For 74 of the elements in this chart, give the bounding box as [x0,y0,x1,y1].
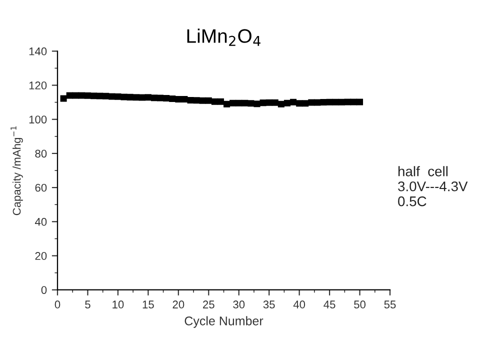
point [193,97,200,104]
point [296,100,303,107]
point [260,100,266,106]
point [78,92,85,99]
y-tick-label: 60 [35,184,47,192]
point [284,100,290,106]
x-tick-label: 15 [142,300,154,308]
point [290,98,297,106]
x-tick-label: 45 [324,300,336,308]
point [272,99,278,106]
point [96,92,104,100]
point [126,94,134,100]
x-tick-label: 50 [354,300,366,308]
point [157,94,164,102]
point [199,97,206,104]
x-axis-title: Cycle Number [184,316,264,328]
point [90,92,98,100]
y-tick-label: 120 [29,82,47,90]
point [72,92,79,99]
point [344,98,351,106]
point [302,100,309,107]
y-tick-label: 40 [34,218,47,226]
point [314,99,321,106]
point [114,93,122,100]
point [120,94,128,100]
point [84,92,91,99]
text: half cell 3.0V---4.3V 0.5C [398,166,468,206]
x-tick-label: 40 [293,300,306,308]
point [150,94,158,102]
point [224,100,230,108]
point [248,100,254,107]
point [169,95,176,102]
point [338,98,345,106]
point [181,96,188,102]
point [66,92,73,99]
point [175,96,182,102]
y-tick-label: 100 [29,116,47,124]
point [108,93,116,100]
point [320,99,327,106]
x-tick-label: 20 [172,300,184,308]
point [278,100,284,108]
x-tick-label: 0 [54,300,60,308]
point [217,98,224,105]
point [138,94,146,101]
point [230,100,236,106]
point [163,94,170,102]
point [254,100,260,108]
point [132,94,140,101]
x-tick-label: 10 [112,300,124,308]
point [332,98,339,106]
point [350,98,357,106]
x-tick-label: 30 [233,300,245,308]
chart-title: LiMn$_{2}$O$_{4}$ [187,28,260,46]
point [326,98,333,106]
point [211,98,218,105]
y-tick-label: 140 [29,47,47,56]
point [266,99,272,106]
y-axis-title: Capacity /mAhg$^{−1}$ [10,126,23,216]
x-tick-label: 25 [203,300,214,308]
y-tick-label: 20 [35,252,47,260]
x-tick-label: 55 [384,300,396,308]
point [60,95,67,102]
y-tick-label: 80 [35,150,47,158]
point [187,96,194,104]
x-tick-label: 5 [85,300,90,308]
point [144,94,152,101]
point [242,100,248,106]
y-tick-label: 0 [41,286,47,294]
point [236,100,242,106]
point [308,99,315,106]
point [205,97,212,104]
x-tick-label: 35 [263,300,275,308]
point [102,92,110,100]
point [356,98,364,106]
